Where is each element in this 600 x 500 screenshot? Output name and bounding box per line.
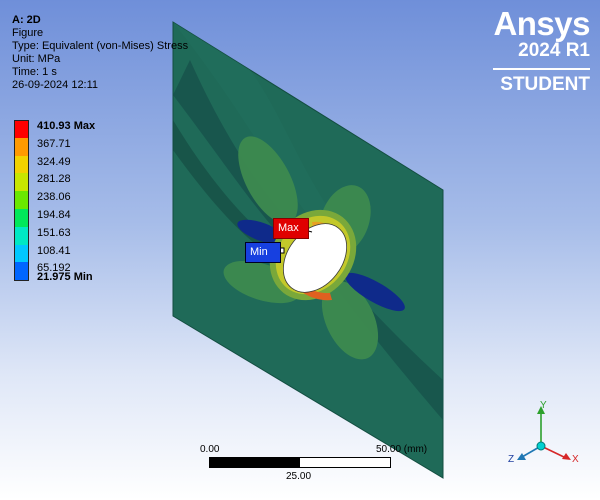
legend-value: 108.41 — [37, 244, 71, 257]
result-type: Type: Equivalent (von-Mises) Stress — [12, 40, 189, 52]
brand-divider — [493, 68, 590, 70]
legend-value: 65.192 — [37, 262, 71, 275]
x-axis-arrow — [562, 453, 571, 460]
scale-end-label: 50.00 (mm) — [376, 444, 428, 455]
result-timestamp: 26-09-2024 12:11 — [12, 79, 99, 91]
x-axis-label: X — [572, 454, 579, 465]
scale-start-label: 0.00 — [200, 444, 220, 455]
legend-swatch — [14, 226, 28, 245]
legend-swatch — [14, 208, 28, 227]
legend-swatch — [14, 262, 28, 281]
legend-value: 238.06 — [37, 191, 71, 204]
legend-swatch — [14, 173, 28, 192]
result-time: Time: 1 s — [12, 66, 57, 78]
legend-swatch — [14, 137, 28, 156]
version-label: 2024 R1 — [518, 40, 590, 61]
legend-value: 324.49 — [37, 155, 71, 168]
z-axis-label: Z — [508, 454, 515, 465]
y-axis-arrow — [537, 406, 545, 414]
z-axis-arrow — [517, 453, 526, 460]
legend-swatch — [14, 191, 28, 209]
scale-bar — [209, 457, 391, 468]
legend-value: 194.84 — [37, 208, 71, 221]
analysis-title: A: 2D — [12, 14, 41, 26]
max-probe-label[interactable]: Max — [273, 218, 309, 239]
legend-swatch — [14, 120, 28, 138]
ansys-logo: Ansys — [493, 5, 590, 42]
legend-value: 367.71 — [37, 137, 71, 150]
legend-min-label: 21.975 Min — [37, 271, 93, 283]
figure-label: Figure — [12, 27, 44, 39]
legend-value: 281.28 — [37, 173, 71, 186]
result-info: A: 2D Figure Type: Equivalent (von-Mises… — [12, 14, 188, 92]
legend-swatch — [14, 155, 28, 174]
legend-value: 151.63 — [37, 226, 71, 239]
result-unit: Unit: MPa — [12, 53, 61, 65]
ansys-brand: Ansys 2024 R1 STUDENT — [493, 6, 590, 96]
scale-mid-label: 25.00 — [286, 471, 312, 482]
triad-origin — [536, 441, 546, 451]
y-axis-label: Y — [540, 400, 547, 411]
axis-triad[interactable]: Y X Z — [500, 396, 590, 476]
plate-hole — [283, 223, 347, 293]
legend-value: 410.93 Max — [37, 120, 96, 132]
min-probe-label[interactable]: Min — [245, 242, 281, 263]
edition-label: STUDENT — [500, 74, 590, 95]
legend-swatch — [14, 244, 28, 263]
